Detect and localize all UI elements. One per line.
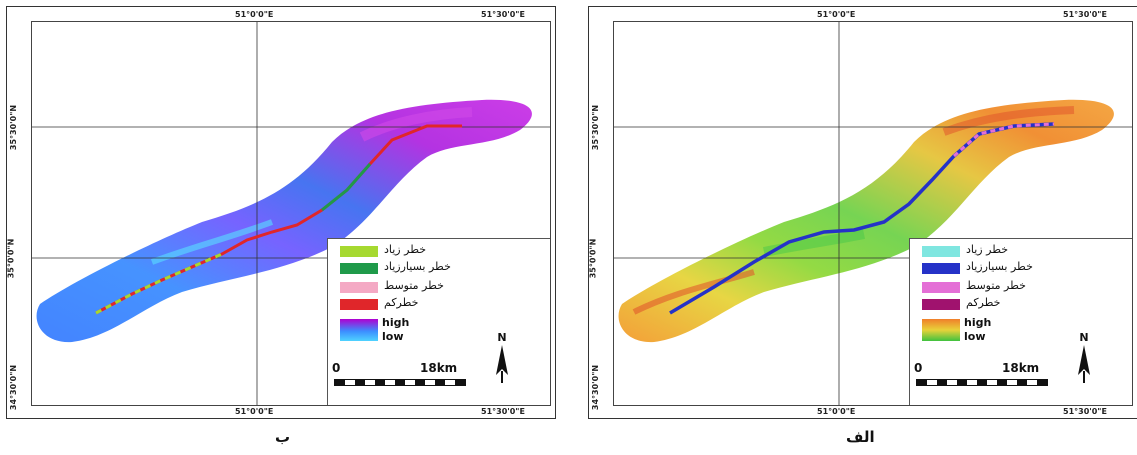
scale-zero-label: 0 bbox=[332, 361, 341, 375]
scale-zero-label: 0 bbox=[914, 361, 923, 375]
coord-bottom-left: 51°0'0"E bbox=[817, 407, 856, 416]
study-area-corridor bbox=[618, 99, 1114, 343]
legend-swatch bbox=[340, 282, 378, 293]
road-hazard-line bbox=[669, 122, 1055, 315]
legend-swatch bbox=[340, 299, 378, 310]
ramp-high-label: high bbox=[382, 316, 410, 329]
legend-swatch bbox=[922, 246, 960, 257]
map-area bbox=[614, 22, 1132, 405]
legend-swatch bbox=[340, 246, 378, 257]
map-panel-alef: 51°0'0"E 51°30'0"E 35°30'0"N 35°0'0"N 34… bbox=[588, 6, 1137, 419]
ramp-low-label: low bbox=[382, 330, 404, 343]
legend-label: خطرکم bbox=[384, 296, 419, 309]
legend-label: خطر زیاد bbox=[966, 243, 1009, 256]
legend: خطر زیاد خطر بسیارزیاد خطر متوسط خطرکم h… bbox=[327, 238, 550, 405]
north-label: N bbox=[497, 331, 506, 344]
legend-label: خطر متوسط bbox=[966, 279, 1026, 292]
legend-label: خطرکم bbox=[966, 296, 1001, 309]
map-frame: خطر زیاد خطر بسیارزیاد خطر متوسط خطرکم h… bbox=[31, 21, 551, 406]
map-area bbox=[32, 22, 550, 405]
scale-bar bbox=[916, 379, 1048, 386]
legend-label: خطر زیاد bbox=[384, 243, 427, 256]
coord-lat-1: 35°30'0"N bbox=[591, 104, 601, 151]
color-ramp bbox=[922, 319, 960, 341]
scale-bar bbox=[334, 379, 466, 386]
ramp-high-label: high bbox=[964, 316, 992, 329]
legend-swatch bbox=[922, 263, 960, 274]
coord-top-left: 51°0'0"E bbox=[817, 10, 856, 19]
north-arrow-icon: N bbox=[1078, 331, 1090, 383]
scale-distance-label: 18km bbox=[420, 361, 458, 375]
color-ramp bbox=[340, 319, 378, 341]
coord-lat-2: 35°0'0"N bbox=[6, 238, 16, 279]
map-panel-b: 51°0'0"E 51°30'0"E 35°30'0"N 35°0'0"N 34… bbox=[6, 6, 556, 419]
coord-lat-1: 35°30'0"N bbox=[9, 104, 19, 151]
coord-bottom-left: 51°0'0"E bbox=[235, 407, 274, 416]
legend-swatch bbox=[922, 282, 960, 293]
coord-lat-3: 34°30'0"N bbox=[591, 364, 601, 411]
coord-bottom-right: 51°30'0"E bbox=[481, 407, 525, 416]
coord-top-left: 51°0'0"E bbox=[235, 10, 274, 19]
panel-caption-alef: الف bbox=[846, 428, 875, 446]
panel-caption-b: ب bbox=[275, 428, 291, 446]
north-arrow-icon: N bbox=[496, 331, 508, 383]
coord-bottom-right: 51°30'0"E bbox=[1063, 407, 1107, 416]
map-frame: خطر زیاد خطر بسیارزیاد خطر متوسط خطرکم h… bbox=[613, 21, 1133, 406]
legend-swatch bbox=[340, 263, 378, 274]
legend: خطر زیاد خطر بسیارزیاد خطر متوسط خطرکم h… bbox=[909, 238, 1132, 405]
legend-label: خطر متوسط bbox=[384, 279, 444, 292]
ramp-low-label: low bbox=[964, 330, 986, 343]
coord-lat-2: 35°0'0"N bbox=[588, 238, 598, 279]
legend-label: خطر بسیارزیاد bbox=[966, 260, 1033, 273]
scale-distance-label: 18km bbox=[1002, 361, 1040, 375]
north-label: N bbox=[1079, 331, 1088, 344]
coord-top-right: 51°30'0"E bbox=[1063, 10, 1107, 19]
legend-swatch bbox=[922, 299, 960, 310]
legend-label: خطر بسیارزیاد bbox=[384, 260, 451, 273]
coord-lat-3: 34°30'0"N bbox=[9, 364, 19, 411]
coord-top-right: 51°30'0"E bbox=[481, 10, 525, 19]
